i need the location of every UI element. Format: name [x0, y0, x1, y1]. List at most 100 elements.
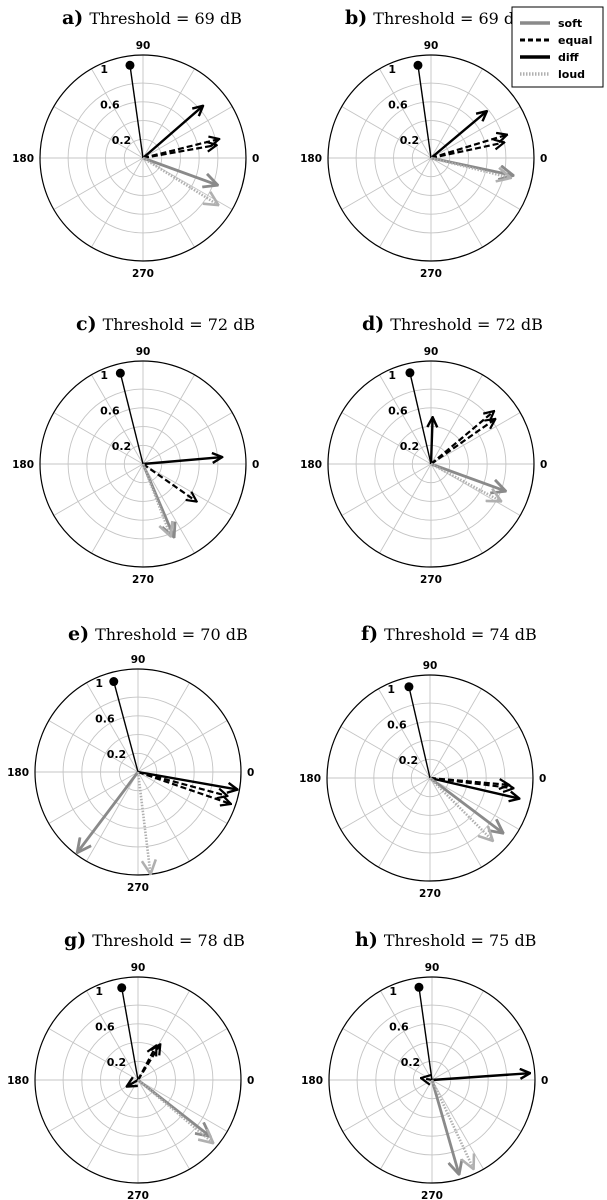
- grid-spoke: [430, 157, 521, 210]
- panel-title: a) Threshold = 69 dB: [62, 7, 242, 29]
- radial-label: 1: [100, 63, 108, 76]
- reference-line: [409, 372, 432, 465]
- grid-spoke: [142, 463, 195, 554]
- angle-label: 0: [252, 153, 259, 165]
- vector-soft: [430, 1079, 459, 1175]
- grid-spoke: [137, 1079, 190, 1170]
- grid-spoke: [430, 463, 483, 554]
- vector-diff: [431, 417, 433, 465]
- polar-outline: [327, 54, 535, 262]
- radial-label: 0.6: [95, 713, 115, 726]
- vector-equal: [137, 770, 228, 796]
- angle-label: 0: [540, 153, 547, 165]
- vector-diff: [137, 770, 238, 790]
- vector-equal: [142, 463, 197, 502]
- vector-equal: [430, 142, 504, 160]
- panel-threshold: Threshold = 78 dB: [92, 931, 245, 950]
- panel-title: b) Threshold = 69 dB: [345, 7, 526, 29]
- reference-line: [121, 987, 139, 1081]
- radial-label: 0.6: [388, 99, 408, 112]
- angle-label: 270: [132, 574, 154, 586]
- grid-spoke: [380, 1079, 433, 1170]
- panel-threshold: Threshold = 75 dB: [384, 931, 537, 950]
- angle-label: 180: [12, 459, 34, 471]
- radial-label: 1: [388, 369, 396, 382]
- grid-spoke: [429, 777, 482, 868]
- radial-label: 0.2: [400, 440, 420, 453]
- panel-letter: c): [76, 313, 97, 335]
- angle-label: 90: [424, 40, 439, 52]
- radial-label: 0.6: [100, 405, 120, 418]
- grid-spoke: [137, 720, 228, 773]
- angle-label: 180: [300, 459, 322, 471]
- grid-spoke: [429, 726, 520, 779]
- panel-letter: d): [362, 313, 384, 335]
- angle-label: 180: [300, 153, 322, 165]
- radial-label: 0.6: [95, 1021, 115, 1034]
- polar-panel-1: a) Threshold = 69 dB 90 180 270 0 0.2 0.6 1: [12, 7, 259, 280]
- grid-spoke: [430, 412, 521, 465]
- grid-spoke: [430, 157, 483, 248]
- grid-spoke: [48, 771, 139, 824]
- grid-spoke: [91, 463, 144, 554]
- grid-spoke: [342, 1028, 433, 1081]
- grid-spoke: [48, 720, 139, 773]
- angle-label: 180: [12, 153, 34, 165]
- grid-spoke: [142, 68, 195, 159]
- grid-spoke: [53, 463, 144, 516]
- grid-spoke: [340, 777, 431, 830]
- grid-spoke: [430, 463, 521, 516]
- grid-spoke: [341, 157, 432, 210]
- legend-label-diff: diff: [558, 51, 579, 64]
- legend-label-soft: soft: [558, 17, 582, 30]
- grid-spoke: [429, 688, 482, 779]
- panel-threshold: Threshold = 70 dB: [95, 625, 248, 644]
- panel-title: e) Threshold = 70 dB: [68, 623, 248, 645]
- angle-label: 270: [127, 882, 149, 894]
- polar-panel-6: f) Threshold = 74 dB 90 180 270 0 0.2 0.6 1: [299, 623, 546, 900]
- panel-letter: h): [355, 929, 378, 951]
- grid-spoke: [379, 157, 432, 248]
- grid-spoke: [137, 771, 190, 862]
- legend: soft equal diff loud: [511, 6, 604, 88]
- angle-label: 180: [7, 767, 29, 779]
- grid-spoke: [86, 682, 139, 773]
- grid-spoke: [48, 1079, 139, 1132]
- grid-spoke: [142, 412, 233, 465]
- radial-label: 0.6: [389, 1021, 409, 1034]
- vector-loud: [137, 1079, 213, 1143]
- angle-label: 270: [421, 1190, 443, 1200]
- panel-threshold: Threshold = 72 dB: [390, 315, 543, 334]
- radial-label: 0.6: [100, 99, 120, 112]
- angle-label: 0: [252, 459, 259, 471]
- vector-equal: [430, 411, 494, 465]
- angle-label: 0: [539, 773, 546, 785]
- grid-spoke: [137, 1079, 228, 1132]
- radial-label: 1: [387, 683, 395, 696]
- angle-label: 90: [131, 962, 146, 974]
- polar-outline: [39, 54, 247, 262]
- angle-label: 90: [136, 346, 151, 358]
- grid-spoke: [91, 68, 144, 159]
- panel-letter: b): [345, 7, 367, 29]
- reference-dot: [109, 677, 119, 687]
- polar-outline: [34, 668, 242, 876]
- vector-equal: [429, 776, 509, 785]
- vector-loud: [430, 1079, 474, 1169]
- radial-label: 0.2: [107, 1056, 127, 1069]
- angle-label: 0: [247, 767, 254, 779]
- grid-spoke: [91, 374, 144, 465]
- vector-loud: [136, 771, 151, 874]
- reference-line: [418, 987, 433, 1081]
- vector-loud: [430, 156, 511, 178]
- polar-outline: [39, 360, 247, 568]
- angle-label: 90: [131, 654, 146, 666]
- grid-spoke: [430, 68, 483, 159]
- angle-label: 270: [132, 268, 154, 280]
- radial-label: 0.2: [112, 440, 132, 453]
- reference-dot: [405, 368, 415, 378]
- angle-label: 0: [247, 1075, 254, 1087]
- grid-spoke: [53, 412, 144, 465]
- panel-title: g) Threshold = 78 dB: [64, 929, 245, 951]
- reference-dot: [125, 60, 135, 70]
